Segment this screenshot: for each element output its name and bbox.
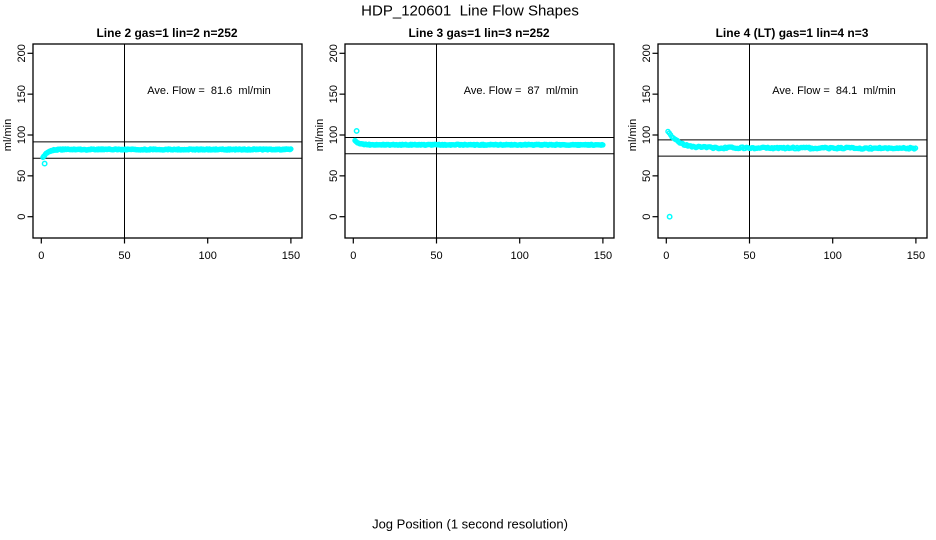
panel-2-ave-flow-annotation: Ave. Flow = 87 ml/min bbox=[463, 85, 579, 97]
y-axis-label: ml/min bbox=[314, 119, 326, 151]
y-axis-label: ml/min bbox=[627, 119, 639, 151]
y-tick-label: 200 bbox=[328, 44, 340, 62]
y-tick-label: 200 bbox=[641, 44, 653, 62]
plot-box bbox=[657, 43, 928, 239]
x-tick-label: 50 bbox=[430, 250, 442, 262]
x-tick-label: 150 bbox=[907, 250, 925, 262]
x-tick-label: 100 bbox=[824, 250, 842, 262]
y-tick-label: 150 bbox=[328, 85, 340, 103]
plot-box bbox=[344, 43, 615, 239]
y-tick-label: 50 bbox=[328, 170, 340, 182]
x-tick-label: 50 bbox=[743, 250, 755, 262]
x-tick-label: 150 bbox=[282, 250, 300, 262]
y-tick-label: 0 bbox=[641, 214, 653, 220]
plot-box bbox=[32, 43, 303, 239]
x-tick-label: 0 bbox=[38, 250, 44, 262]
outlier-point bbox=[353, 127, 360, 134]
outlier-point bbox=[41, 160, 48, 167]
x-tick-label: 100 bbox=[199, 250, 217, 262]
panel-3-title: Line 4 (LT) gas=1 lin=4 n=3 bbox=[715, 26, 869, 40]
panel-3-ave-flow-annotation: Ave. Flow = 84.1 ml/min bbox=[772, 85, 896, 97]
x-tick-label: 100 bbox=[511, 250, 529, 262]
x-tick-label: 150 bbox=[594, 250, 612, 262]
panel-2-plot: 0 50 100 150 0 50 100 150 200 ml/min bbox=[314, 43, 615, 262]
panel-1-ave-flow-annotation: Ave. Flow = 81.6 ml/min bbox=[147, 85, 271, 97]
flow-points bbox=[665, 128, 919, 152]
y-tick-label: 100 bbox=[16, 126, 28, 144]
y-tick-label: 100 bbox=[328, 126, 340, 144]
x-tick-label: 0 bbox=[663, 250, 669, 262]
y-tick-label: 50 bbox=[641, 170, 653, 182]
x-tick-label: 0 bbox=[350, 250, 356, 262]
panel-2-title: Line 3 gas=1 lin=3 n=252 bbox=[408, 26, 550, 40]
y-tick-label: 200 bbox=[16, 44, 28, 62]
x-tick-label: 50 bbox=[118, 250, 130, 262]
y-tick-label: 0 bbox=[16, 214, 28, 220]
y-axis-label: ml/min bbox=[2, 119, 14, 151]
y-tick-label: 0 bbox=[328, 214, 340, 220]
y-tick-label: 150 bbox=[16, 85, 28, 103]
panel-3-plot: 0 50 100 150 0 50 100 150 200 ml/min bbox=[627, 43, 928, 262]
flow-points bbox=[352, 137, 606, 148]
panel-1-title: Line 2 gas=1 lin=2 n=252 bbox=[96, 26, 238, 40]
y-tick-label: 50 bbox=[16, 170, 28, 182]
flow-points bbox=[40, 146, 294, 161]
y-tick-label: 100 bbox=[641, 126, 653, 144]
panel-1-plot: 0 50 100 150 0 50 100 150 200 ml/min bbox=[2, 43, 303, 262]
y-tick-label: 150 bbox=[641, 85, 653, 103]
x-axis-label: Jog Position (1 second resolution) bbox=[372, 516, 568, 532]
outlier-point bbox=[666, 213, 673, 220]
main-title: HDP_120601 Line Flow Shapes bbox=[361, 2, 579, 20]
